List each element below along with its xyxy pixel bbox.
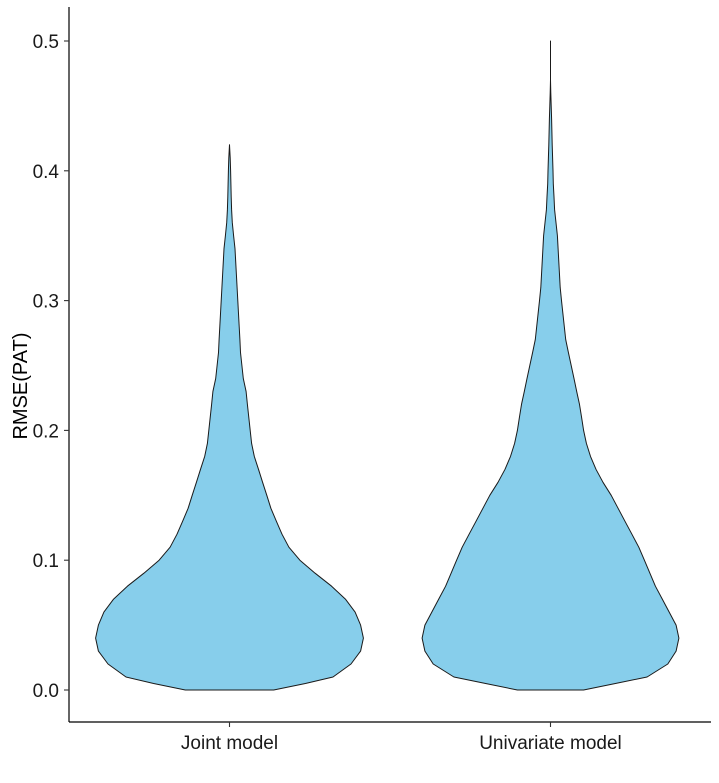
y-tick-label: 0.0 [33, 681, 59, 702]
violins-layer [95, 40, 680, 691]
y-tick-label: 0.3 [33, 292, 59, 313]
y-tick-label: 0.1 [33, 551, 59, 572]
y-tick-label: 0.5 [33, 32, 59, 53]
x-tick-label: Univariate model [479, 733, 622, 754]
violin-joint-model [95, 144, 364, 691]
axes-layer: 0.0 0.1 0.2 0.3 0.4 0.5 Joint model Univariate … [33, 7, 711, 754]
y-axis-title: RMSE(PAT) [10, 332, 32, 439]
y-tick-label: 0.4 [33, 162, 60, 183]
y-tick-label: 0.2 [33, 421, 59, 442]
violin-univariate-model [421, 40, 680, 691]
x-tick-label: Joint model [181, 733, 278, 754]
